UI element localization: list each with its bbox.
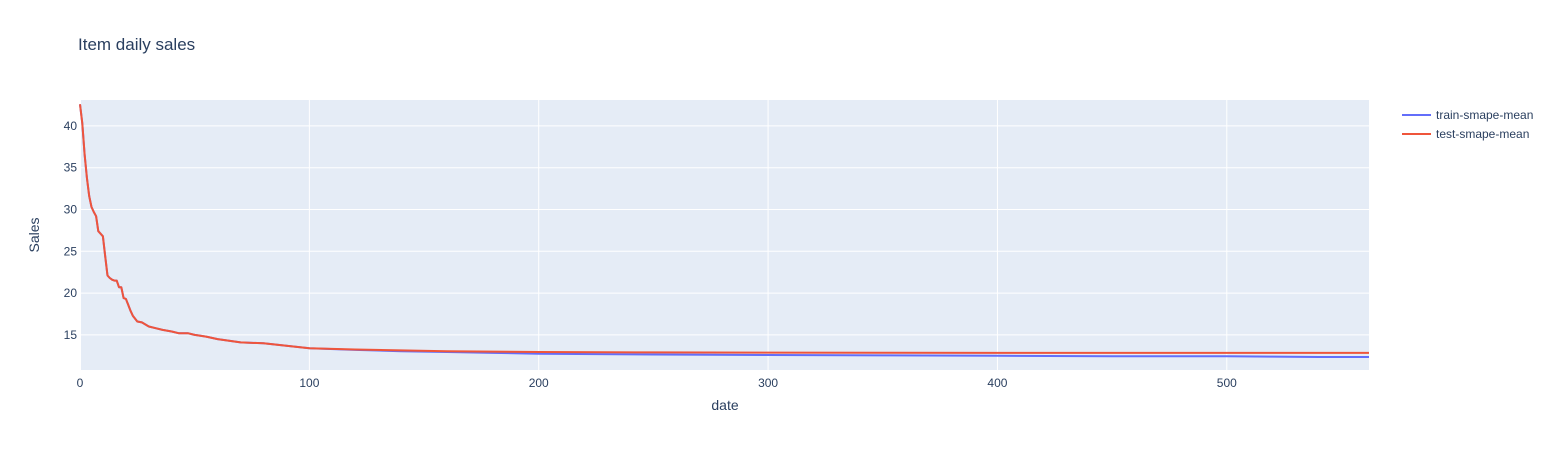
x-tick-label: 500: [1217, 376, 1237, 390]
y-axis-title: Sales: [26, 217, 42, 252]
legend-item-test-smape-mean[interactable]: test-smape-mean: [1402, 127, 1529, 141]
x-tick-label: 200: [529, 376, 549, 390]
x-axis-title: date: [711, 397, 738, 413]
plot-background: [80, 100, 1369, 370]
y-tick-label: 30: [64, 203, 78, 217]
chart-title: Item daily sales: [78, 35, 195, 54]
legend-label: train-smape-mean: [1436, 108, 1533, 122]
y-tick-label: 40: [64, 119, 78, 133]
y-axis-ticks: 15 20 25 30 35 40: [64, 119, 78, 342]
y-tick-label: 15: [64, 328, 78, 342]
series-lines: [79, 104, 1369, 358]
x-axis-ticks: 0 100 200 300 400 500: [77, 376, 1237, 390]
x-tick-label: 400: [987, 376, 1007, 390]
x-tick-label: 100: [299, 376, 319, 390]
y-tick-label: 25: [64, 244, 78, 258]
legend[interactable]: train-smape-mean test-smape-mean: [1402, 108, 1533, 141]
series-line-test-smape-mean: [79, 104, 1369, 354]
y-tick-label: 35: [64, 161, 78, 175]
x-tick-label: 300: [758, 376, 778, 390]
legend-item-train-smape-mean[interactable]: train-smape-mean: [1402, 108, 1533, 122]
y-tick-label: 20: [64, 286, 78, 300]
x-tick-label: 0: [77, 376, 84, 390]
legend-label: test-smape-mean: [1436, 127, 1529, 141]
gridlines: [79, 100, 1369, 370]
